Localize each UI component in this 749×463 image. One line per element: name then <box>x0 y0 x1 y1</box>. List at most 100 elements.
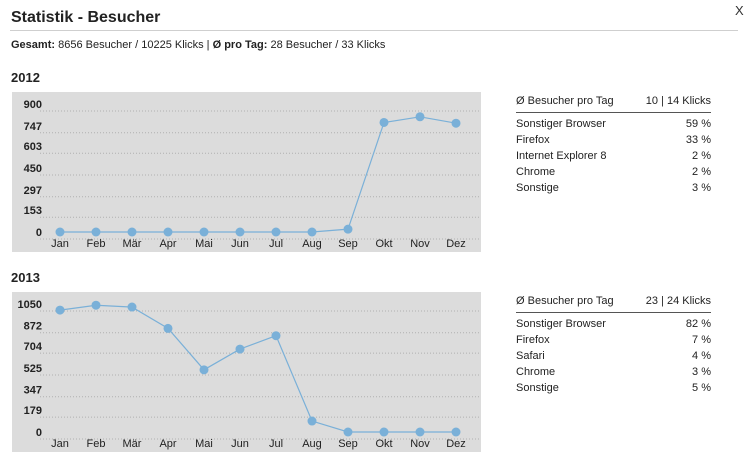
x-tick-label: Okt <box>375 238 392 250</box>
chart-background <box>12 292 481 452</box>
x-tick-label: Nov <box>410 438 430 450</box>
y-tick-label: 347 <box>24 385 42 397</box>
browser-share: 2 % <box>692 150 711 162</box>
data-point <box>379 117 389 127</box>
data-point <box>55 305 65 315</box>
stats-header-value: 23 | 24 Klicks <box>645 295 711 307</box>
stats-header-value: 10 | 14 Klicks <box>645 95 711 107</box>
browser-share: 7 % <box>692 334 711 346</box>
data-point <box>235 344 245 354</box>
data-point <box>199 227 209 237</box>
y-tick-label: 153 <box>24 205 42 217</box>
browser-share: 3 % <box>692 366 711 378</box>
data-point <box>163 227 173 237</box>
browser-share: 2 % <box>692 166 711 178</box>
stats-header: Ø Besucher pro Tag 10 | 14 Klicks <box>516 95 711 113</box>
browser-row: Sonstiger Browser 82 % <box>516 316 711 332</box>
browser-row: Chrome 3 % <box>516 364 711 380</box>
x-tick-label: Jun <box>231 438 249 450</box>
x-tick-label: Mai <box>195 438 213 450</box>
x-tick-label: Dez <box>446 438 466 450</box>
y-tick-label: 872 <box>24 321 42 333</box>
year-heading-2012: 2012 <box>11 70 40 85</box>
x-tick-label: Jul <box>269 238 283 250</box>
window-title: Statistik - Besucher <box>11 9 161 26</box>
x-tick-label: Jan <box>51 438 69 450</box>
close-button[interactable]: X <box>735 3 744 18</box>
visitor-chart-2013: 0 179 347 525 704 872 1050 Jan Feb Mär Apr Mai Jun Ju… <box>12 292 481 452</box>
browser-row: Chrome 2 % <box>516 164 711 180</box>
browser-share: 82 % <box>685 318 711 330</box>
data-point <box>307 227 317 237</box>
data-point <box>127 302 137 312</box>
data-point <box>163 323 173 333</box>
title-divider <box>10 30 738 31</box>
browser-share: 4 % <box>692 350 711 362</box>
x-tick-label: Mär <box>123 238 142 250</box>
data-point <box>271 227 281 237</box>
stats-header-label: Ø Besucher pro Tag <box>516 295 614 307</box>
browser-row: Internet Explorer 8 2 % <box>516 148 711 164</box>
browser-row: Firefox 33 % <box>516 132 711 148</box>
data-point <box>91 227 101 237</box>
y-tick-label: 900 <box>24 99 42 111</box>
browser-share: 33 % <box>685 134 711 146</box>
y-tick-label: 179 <box>24 405 42 417</box>
x-tick-label: Aug <box>302 238 322 250</box>
x-tick-label: Dez <box>446 238 466 250</box>
data-point <box>91 300 101 310</box>
y-tick-label: 450 <box>24 163 42 175</box>
x-tick-label: Sep <box>338 438 358 450</box>
y-tick-label: 297 <box>24 185 42 197</box>
data-point <box>379 427 389 437</box>
visitor-chart-2012: 0 153 297 450 603 747 900 Jan Feb Mär Apr Mai Jun Jul… <box>12 92 481 252</box>
y-tick-label: 525 <box>24 363 42 375</box>
perday-label: Ø pro Tag: <box>212 39 268 51</box>
x-tick-label: Nov <box>410 238 430 250</box>
series-line <box>59 304 456 433</box>
y-tick-label: 603 <box>24 141 42 153</box>
x-tick-label: Apr <box>159 238 176 250</box>
total-label: Gesamt: <box>11 39 56 51</box>
x-tick-label: Feb <box>87 238 106 250</box>
x-tick-label: Aug <box>302 438 322 450</box>
data-point <box>415 112 425 122</box>
browser-name: Firefox <box>516 134 550 146</box>
visitor-chart-2012-svg: 0 153 297 450 603 747 900 Jan Feb Mär Apr Mai Jun Jul… <box>12 92 481 252</box>
year-heading-2013: 2013 <box>11 270 40 285</box>
browser-name: Safari <box>516 350 545 362</box>
browser-name: Chrome <box>516 366 556 378</box>
x-tick-label: Okt <box>375 438 392 450</box>
data-point <box>127 227 137 237</box>
browser-name: Sonstiger Browser <box>516 118 606 130</box>
stats-header-label: Ø Besucher pro Tag <box>516 95 614 107</box>
x-tick-label: Jun <box>231 238 249 250</box>
data-point <box>451 427 461 437</box>
data-point <box>451 118 461 128</box>
browser-name: Sonstige <box>516 382 559 394</box>
data-point <box>271 331 281 341</box>
browser-row: Firefox 7 % <box>516 332 711 348</box>
visitor-chart-2013-svg: 0 179 347 525 704 872 1050 Jan Feb Mär Apr Mai Jun Ju… <box>12 292 481 452</box>
data-point <box>199 365 209 375</box>
browser-name: Chrome <box>516 166 556 178</box>
x-tick-label: Mai <box>195 238 213 250</box>
perday-value: 28 Besucher / 33 Klicks <box>267 39 386 51</box>
data-point <box>55 227 65 237</box>
data-point <box>307 416 317 426</box>
data-point <box>415 427 425 437</box>
browser-share: 3 % <box>692 182 711 194</box>
summary-line: Gesamt: 8656 Besucher / 10225 Klicks | Ø… <box>11 39 385 51</box>
browser-name: Firefox <box>516 334 550 346</box>
x-tick-label: Jul <box>269 438 283 450</box>
browser-name: Sonstige <box>516 182 559 194</box>
browser-stats-2013: Ø Besucher pro Tag 23 | 24 Klicks Sonsti… <box>516 295 711 396</box>
browser-stats-2012: Ø Besucher pro Tag 10 | 14 Klicks Sonsti… <box>516 95 711 196</box>
browser-row: Sonstige 5 % <box>516 380 711 396</box>
x-tick-label: Sep <box>338 238 358 250</box>
x-tick-label: Feb <box>87 438 106 450</box>
chart-background <box>12 92 481 252</box>
y-tick-label: 0 <box>36 427 42 439</box>
y-tick-label: 0 <box>36 227 42 239</box>
y-tick-label: 704 <box>24 341 43 353</box>
